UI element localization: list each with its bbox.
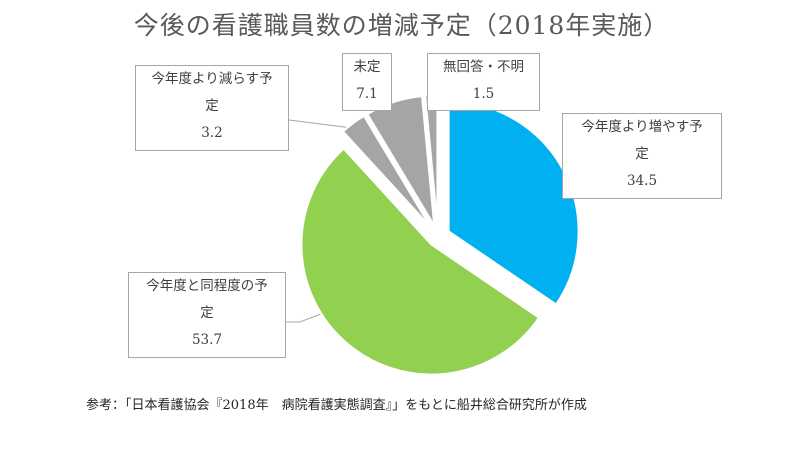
slice-same (300, 147, 541, 376)
callout-no-answer-label: 無回答・不明 (443, 59, 524, 75)
callout-same: 今年度と同程度の予 定 53.7 (128, 272, 286, 358)
callout-decrease: 今年度より減らす予 定 3.2 (135, 65, 289, 151)
source-note: 参考：「日本看護協会『2018年 病院看護実態調査』」をもとに船井総合研究所が作… (86, 398, 587, 413)
chart-title: 今後の看護職員数の増減予定（2018年実施） (133, 11, 670, 40)
callout-same-value: 53.7 (191, 332, 223, 348)
callout-decrease-value: 3.2 (201, 125, 223, 141)
slice-decrease (341, 114, 432, 229)
slice-undecided (366, 95, 436, 227)
callout-increase-value: 34.5 (626, 173, 658, 189)
callout-undecided-value: 7.1 (356, 86, 378, 102)
callout-same-label-line2: 定 (200, 305, 214, 321)
callout-no-answer: 無回答・不明 1.5 (427, 53, 540, 111)
callout-increase-label-line2: 定 (635, 146, 649, 162)
callout-decrease-label-line1: 今年度より減らす予 (151, 71, 273, 87)
callout-undecided-label: 未定 (353, 59, 381, 75)
callout-same-label-line1: 今年度と同程度の予 (146, 278, 268, 294)
callout-decrease-label-line2: 定 (205, 98, 219, 114)
callout-undecided: 未定 7.1 (342, 53, 392, 111)
callout-increase: 今年度より増やす予 定 34.5 (562, 113, 722, 199)
callout-no-answer-value: 1.5 (472, 86, 495, 102)
callout-increase-label-line1: 今年度より増やす予 (581, 119, 703, 135)
